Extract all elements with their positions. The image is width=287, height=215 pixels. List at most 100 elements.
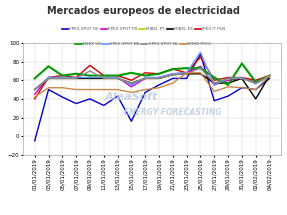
MIBEL PT	[226, 82, 230, 84]
MIBEL PT	[130, 82, 133, 84]
EPEX SPOT BE	[199, 51, 202, 54]
EPEX SPOT NL	[88, 70, 92, 72]
EPEX SPOT BE	[254, 83, 257, 85]
NORD POOL	[116, 88, 119, 91]
EPEX SPOT DE	[213, 100, 216, 102]
IPEX IT PLN	[102, 74, 106, 77]
EPEX SPOT FR	[47, 76, 50, 79]
EPEX SPOT FR	[144, 77, 147, 80]
NORD POOL	[226, 86, 230, 88]
EPEX SPOT NL	[226, 77, 230, 80]
EPEX SPOT BE	[88, 76, 92, 79]
EPEX SPOT DE	[185, 77, 188, 80]
EPEX SPOT NL	[47, 77, 50, 80]
NORD POOL	[47, 86, 50, 89]
EPEX SPOT NL	[102, 77, 106, 80]
EPEX SPOT DE	[47, 88, 50, 91]
MIBEL ES	[171, 73, 174, 76]
EPEX SPOT BE	[74, 76, 78, 79]
NORD POOL	[157, 86, 161, 89]
EPEX SPOT NL	[213, 82, 216, 84]
EPEX SPOT DE	[226, 95, 230, 97]
MIBEL PT	[88, 77, 92, 80]
NORD POOL	[185, 72, 188, 74]
EPEX SPOT FR	[226, 79, 230, 81]
IPEX IT PLN	[185, 72, 188, 74]
Line: EPEX SPOT BE: EPEX SPOT BE	[35, 52, 269, 90]
N2EX UK	[213, 76, 216, 79]
IPEX IT PLN	[199, 56, 202, 58]
MIBEL PT	[213, 82, 216, 84]
IPEX IT PLN	[33, 98, 36, 100]
IPEX IT PLN	[116, 74, 119, 77]
MIBEL ES	[213, 82, 216, 84]
EPEX SPOT NL	[74, 77, 78, 80]
MIBEL ES	[47, 77, 50, 80]
N2EX UK	[116, 74, 119, 77]
MIBEL ES	[130, 82, 133, 84]
Line: EPEX SPOT NL: EPEX SPOT NL	[35, 68, 269, 90]
Line: MIBEL PT: MIBEL PT	[35, 74, 269, 90]
MIBEL PT	[254, 82, 257, 84]
Text: ENERGY FORECASTING: ENERGY FORECASTING	[124, 108, 222, 117]
EPEX SPOT DE	[88, 98, 92, 100]
NORD POOL	[102, 88, 106, 91]
NORD POOL	[199, 72, 202, 74]
N2EX UK	[199, 67, 202, 69]
NORD POOL	[240, 86, 244, 89]
IPEX IT PLN	[144, 72, 147, 74]
MIBEL ES	[254, 98, 257, 100]
NORD POOL	[88, 88, 92, 91]
N2EX UK	[130, 72, 133, 74]
MIBEL ES	[185, 72, 188, 75]
MIBEL ES	[61, 77, 64, 80]
IPEX IT PLN	[240, 76, 244, 79]
MIBEL ES	[226, 82, 230, 84]
Line: NORD POOL: NORD POOL	[35, 73, 269, 97]
EPEX SPOT FR	[33, 93, 36, 95]
MIBEL PT	[268, 74, 271, 77]
Line: N2EX UK: N2EX UK	[35, 63, 269, 85]
N2EX UK	[47, 65, 50, 68]
N2EX UK	[240, 62, 244, 65]
IPEX IT PLN	[130, 79, 133, 81]
EPEX SPOT FR	[240, 77, 244, 80]
MIBEL ES	[33, 88, 36, 91]
EPEX SPOT NL	[157, 77, 161, 80]
EPEX SPOT FR	[268, 74, 271, 77]
IPEX IT PLN	[254, 79, 257, 81]
EPEX SPOT FR	[102, 77, 106, 80]
IPEX IT PLN	[171, 68, 174, 70]
EPEX SPOT NL	[254, 82, 257, 84]
N2EX UK	[185, 67, 188, 69]
EPEX SPOT NL	[171, 73, 174, 76]
IPEX IT PLN	[268, 74, 271, 77]
EPEX SPOT NL	[130, 82, 133, 84]
EPEX SPOT FR	[185, 72, 188, 74]
Line: EPEX SPOT DE: EPEX SPOT DE	[35, 54, 269, 141]
EPEX SPOT NL	[185, 72, 188, 75]
MIBEL ES	[240, 77, 244, 80]
MIBEL PT	[171, 73, 174, 76]
EPEX SPOT BE	[268, 74, 271, 77]
MIBEL ES	[74, 77, 78, 80]
EPEX SPOT FR	[116, 76, 119, 79]
EPEX SPOT NL	[268, 74, 271, 77]
EPEX SPOT DE	[157, 84, 161, 86]
N2EX UK	[254, 81, 257, 83]
NORD POOL	[213, 90, 216, 93]
EPEX SPOT DE	[116, 95, 119, 97]
EPEX SPOT BE	[102, 76, 106, 79]
EPEX SPOT NL	[199, 67, 202, 69]
EPEX SPOT FR	[254, 81, 257, 83]
MIBEL PT	[240, 77, 244, 80]
EPEX SPOT DE	[102, 104, 106, 107]
EPEX SPOT BE	[144, 76, 147, 79]
MIBEL ES	[102, 77, 106, 80]
MIBEL PT	[199, 72, 202, 75]
N2EX UK	[157, 72, 161, 75]
MIBEL ES	[268, 74, 271, 77]
N2EX UK	[33, 77, 36, 80]
Line: MIBEL ES: MIBEL ES	[35, 74, 269, 99]
IPEX IT PLN	[88, 64, 92, 67]
